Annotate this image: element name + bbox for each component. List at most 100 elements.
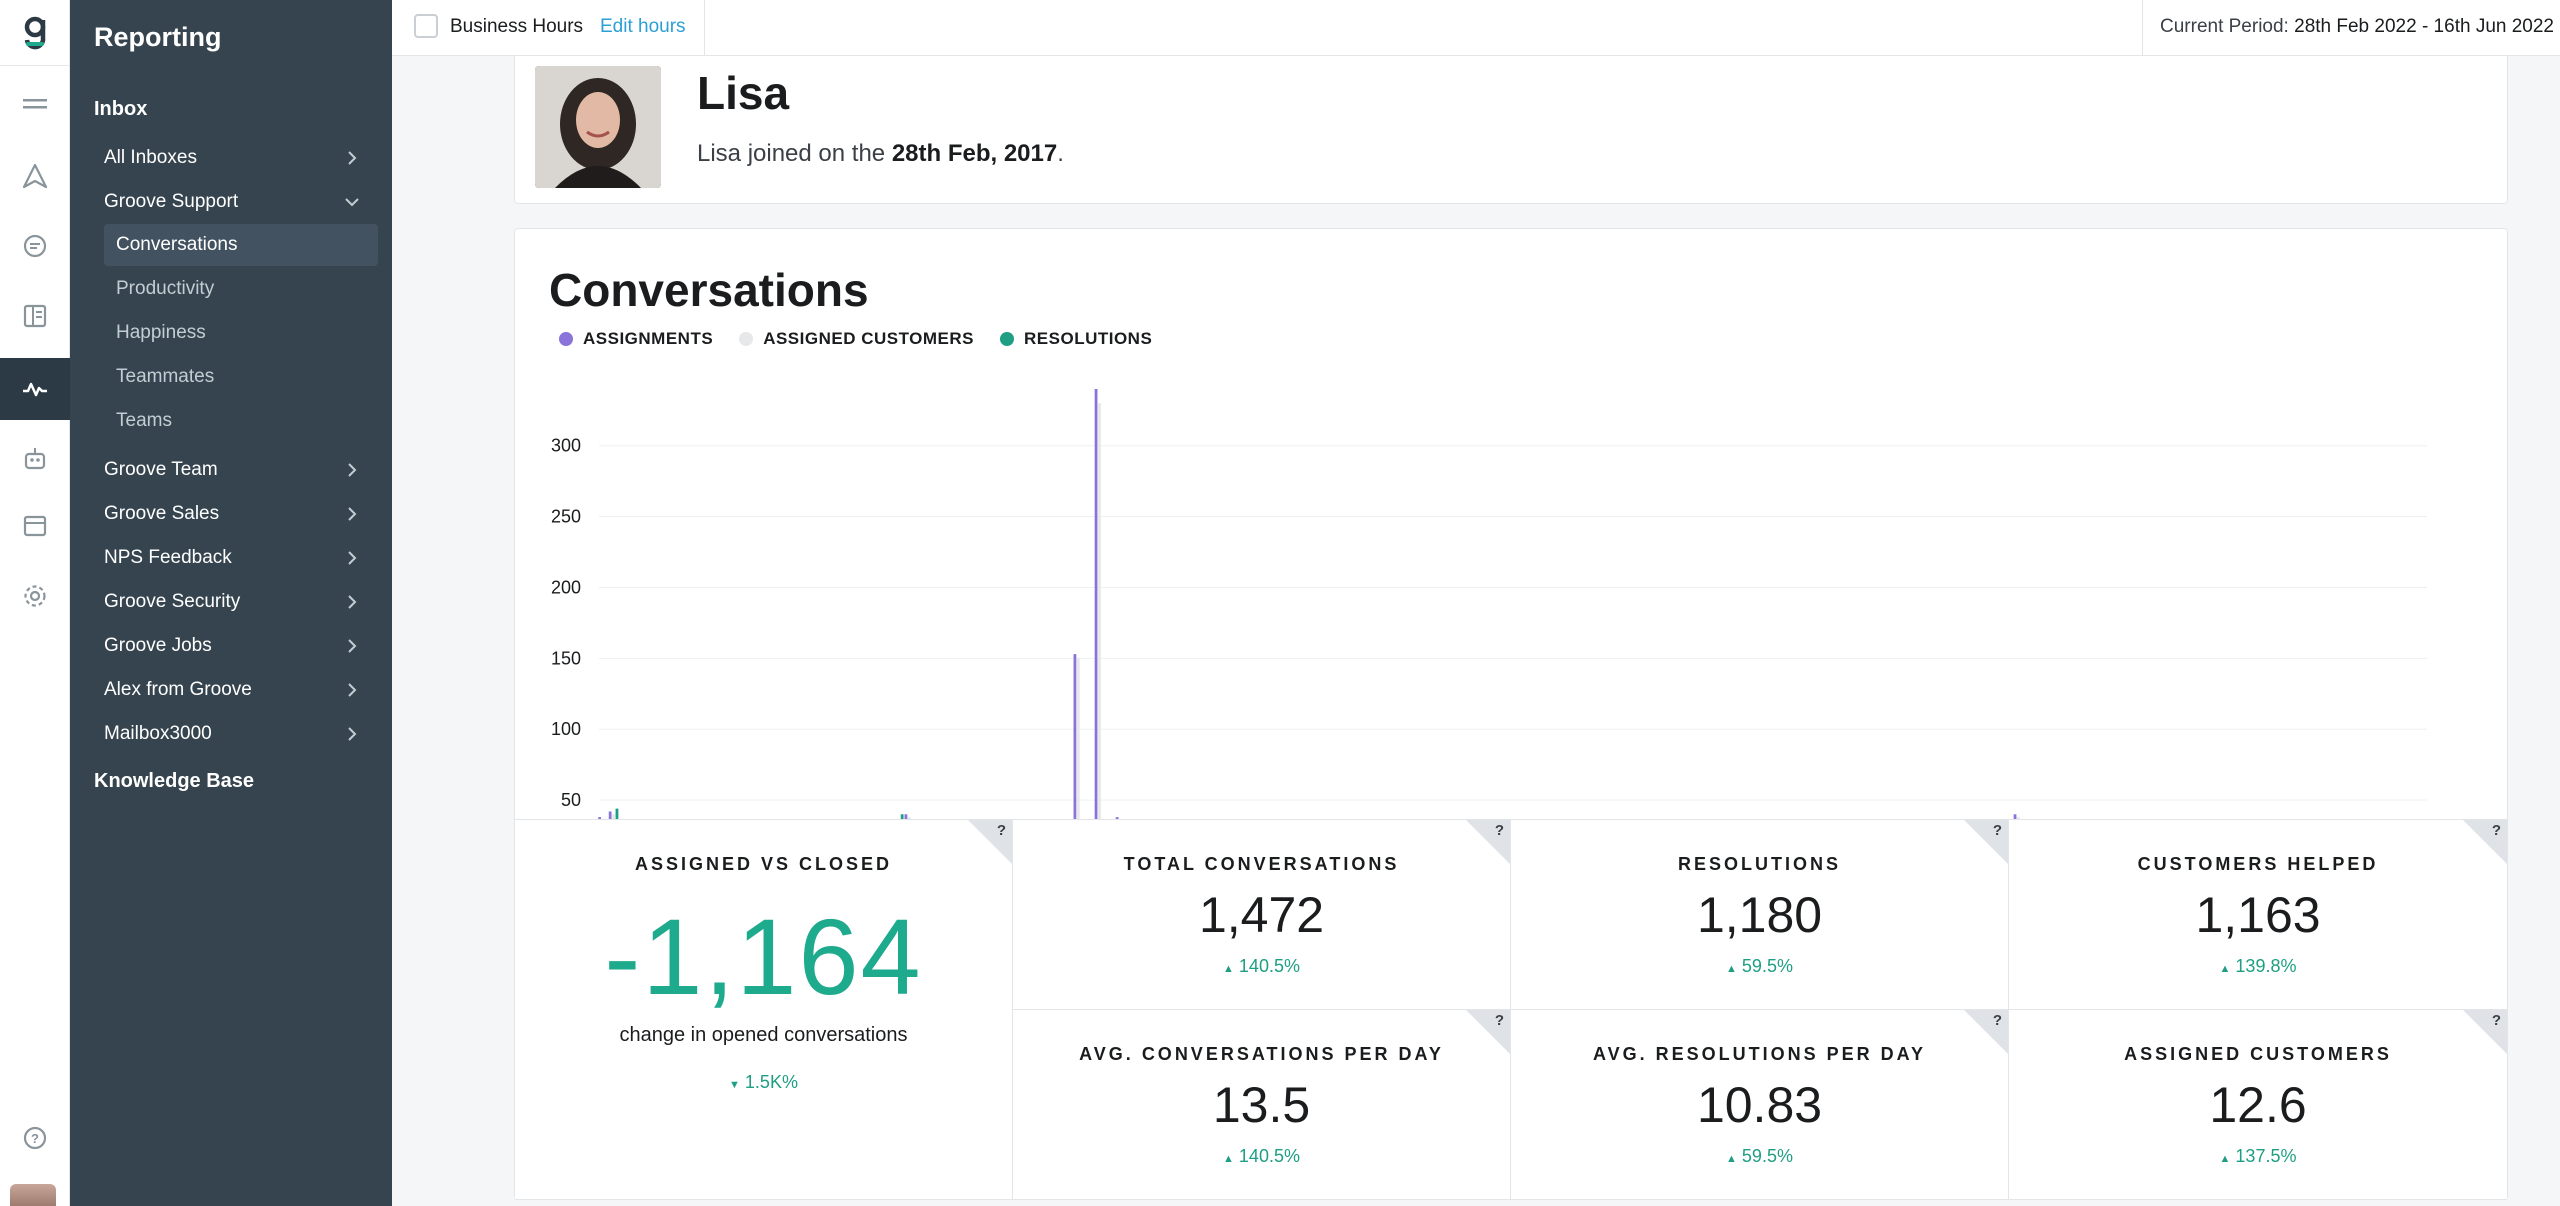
- browser-window-icon: [23, 515, 47, 537]
- help-icon[interactable]: ?: [1992, 1012, 2002, 1029]
- delta-value: 140.5%: [1238, 1146, 1300, 1166]
- business-hours-checkbox[interactable]: [414, 14, 438, 38]
- robot-icon: [24, 448, 46, 470]
- stat-value: 13.5: [1212, 1077, 1311, 1133]
- sidebar-item-groove-support[interactable]: Groove Support: [104, 182, 374, 222]
- help-icon[interactable]: ?: [1992, 822, 2002, 839]
- rail-help-button[interactable]: ?: [0, 1110, 70, 1166]
- sidebar-item-alex-from-groove[interactable]: Alex from Groove: [104, 670, 374, 710]
- stat-value: 1,472: [1198, 887, 1325, 943]
- divider: [704, 0, 705, 56]
- stat-delta: ▲ 137.5%: [2009, 1146, 2507, 1167]
- sidebar-item-groove-team[interactable]: Groove Team: [104, 450, 374, 490]
- stat-label: TOTAL CONVERSATIONS: [1123, 854, 1400, 874]
- stat-resolutions: ? RESOLUTIONS 1,180 ▲ 59.5%: [1511, 820, 2009, 1010]
- legend-item-assignments[interactable]: ASSIGNMENTS: [559, 329, 713, 349]
- help-corner[interactable]: [1466, 820, 1510, 864]
- current-period-selector[interactable]: Current Period: 28th Feb 2022 - 16th Jun…: [2160, 16, 2560, 38]
- top-bar: Business Hours Edit hours Current Period…: [392, 0, 2560, 56]
- rail-widget-button[interactable]: [0, 498, 70, 554]
- sidebar-item-all-inboxes[interactable]: All Inboxes: [104, 138, 374, 178]
- legend-dot: [559, 332, 573, 346]
- help-corner[interactable]: [1964, 820, 2008, 864]
- sidebar-subitem-teammates[interactable]: Teammates: [116, 366, 215, 387]
- edit-hours-link[interactable]: Edit hours: [600, 16, 686, 37]
- rail-send-button[interactable]: [0, 148, 70, 204]
- stat-label: AVG. RESOLUTIONS PER DAY: [1592, 1044, 1927, 1064]
- rail-bot-button[interactable]: [0, 430, 70, 486]
- svg-text:?: ?: [31, 1131, 39, 1146]
- stat-label: AVG. CONVERSATIONS PER DAY: [1079, 1044, 1444, 1064]
- sidebar-item-groove-sales[interactable]: Groove Sales: [104, 494, 374, 534]
- help-icon[interactable]: ?: [1494, 1012, 1504, 1029]
- sidebar-section-knowledge-base[interactable]: Knowledge Base: [94, 770, 255, 792]
- sidebar-item-label: Groove Jobs: [104, 635, 212, 656]
- profile-portrait-icon: [535, 66, 661, 188]
- stat-value: 1,180: [1696, 887, 1823, 943]
- sidebar-item-mailbox3000[interactable]: Mailbox3000: [104, 714, 374, 754]
- help-corner[interactable]: [1964, 1010, 2008, 1054]
- sidebar-subitem-teams[interactable]: Teams: [116, 410, 172, 431]
- sidebar-item-label: Groove Security: [104, 591, 241, 612]
- up-arrow-icon: ▲: [1223, 1153, 1234, 1165]
- stat-delta: ▲ 140.5%: [1013, 1146, 1510, 1167]
- chat-bubble-icon: [23, 234, 47, 258]
- legend-label: RESOLUTIONS: [1024, 329, 1153, 348]
- sidebar-item-label: Mailbox3000: [104, 723, 212, 744]
- business-hours-label: Business Hours: [450, 16, 584, 37]
- rail-settings-button[interactable]: [0, 568, 70, 624]
- sidebar-subitem-happiness[interactable]: Happiness: [116, 322, 206, 343]
- sidebar-item-label: Groove Sales: [104, 503, 220, 524]
- stat-label: ASSIGNED CUSTOMERS: [2124, 1044, 2392, 1064]
- help-corner[interactable]: [968, 820, 1012, 864]
- rail-reporting-button[interactable]: [0, 358, 70, 420]
- current-period-value: 28th Feb 2022 - 16th Jun 2022: [2294, 16, 2554, 37]
- sidebar-subitem-productivity[interactable]: Productivity: [116, 278, 215, 299]
- help-icon[interactable]: ?: [2491, 822, 2501, 839]
- rail-kb-button[interactable]: [0, 288, 70, 344]
- help-icon[interactable]: ?: [1494, 822, 1504, 839]
- stat-customers-helped: ? CUSTOMERS HELPED 1,163 ▲ 139.8%: [2009, 820, 2507, 1010]
- chevron-right-icon: [348, 683, 357, 697]
- stat-delta: ▲ 140.5%: [1013, 956, 1510, 977]
- divider: [2142, 0, 2143, 56]
- chevron-right-icon: [348, 507, 357, 521]
- up-arrow-icon: ▲: [1726, 1153, 1737, 1165]
- stats-grid: ? ASSIGNED VS CLOSED -1,164 change in op…: [515, 819, 2507, 1200]
- stat-delta: ▲ 59.5%: [1511, 956, 2008, 977]
- sidebar-item-label: Groove Team: [104, 459, 218, 480]
- y-tick-label: 200: [551, 577, 581, 597]
- groove-logo[interactable]: [0, 0, 70, 66]
- rail-chat-button[interactable]: [0, 218, 70, 274]
- chevron-down-icon: [345, 198, 359, 207]
- book-icon: [23, 304, 47, 328]
- help-corner[interactable]: [2463, 820, 2507, 864]
- y-tick-label: 300: [551, 436, 581, 456]
- stat-avg-conversations-per-day: ? AVG. CONVERSATIONS PER DAY 13.5 ▲ 140.…: [1013, 1010, 1511, 1200]
- stat-value: -1,164: [604, 896, 923, 1017]
- sidebar-subitem-conversations[interactable]: Conversations: [104, 224, 378, 266]
- sidebar-item-groove-security[interactable]: Groove Security: [104, 582, 374, 622]
- stat-value: 1,163: [2195, 887, 2321, 943]
- user-avatar[interactable]: [10, 1184, 56, 1206]
- bar-assigned-customers: [1076, 658, 1080, 871]
- help-icon[interactable]: ?: [2491, 1012, 2501, 1029]
- gear-icon: [24, 585, 46, 607]
- help-corner[interactable]: [1466, 1010, 1510, 1054]
- legend-dot: [739, 332, 754, 346]
- stat-delta: ▼ 1.5K%: [515, 1072, 1012, 1093]
- stat-delta: ▲ 139.8%: [2009, 956, 2507, 977]
- chevron-right-icon: [348, 639, 357, 653]
- legend-item-assigned-customers[interactable]: ASSIGNED CUSTOMERS: [739, 329, 974, 349]
- legend-item-resolutions[interactable]: RESOLUTIONS: [1000, 329, 1152, 349]
- sidebar-item-groove-jobs[interactable]: Groove Jobs: [104, 626, 374, 666]
- help-icon[interactable]: ?: [996, 822, 1006, 839]
- sidebar-section-inbox: Inbox: [94, 98, 148, 120]
- joined-suffix: .: [1057, 140, 1064, 167]
- bar-assigned-customers: [1098, 403, 1101, 871]
- menu-toggle-button[interactable]: [0, 76, 70, 132]
- sidebar-item-label: NPS Feedback: [104, 547, 232, 568]
- sidebar-item-nps-feedback[interactable]: NPS Feedback: [104, 538, 374, 578]
- stat-assigned-vs-closed: ? ASSIGNED VS CLOSED -1,164 change in op…: [515, 820, 1013, 1200]
- help-corner[interactable]: [2463, 1010, 2507, 1054]
